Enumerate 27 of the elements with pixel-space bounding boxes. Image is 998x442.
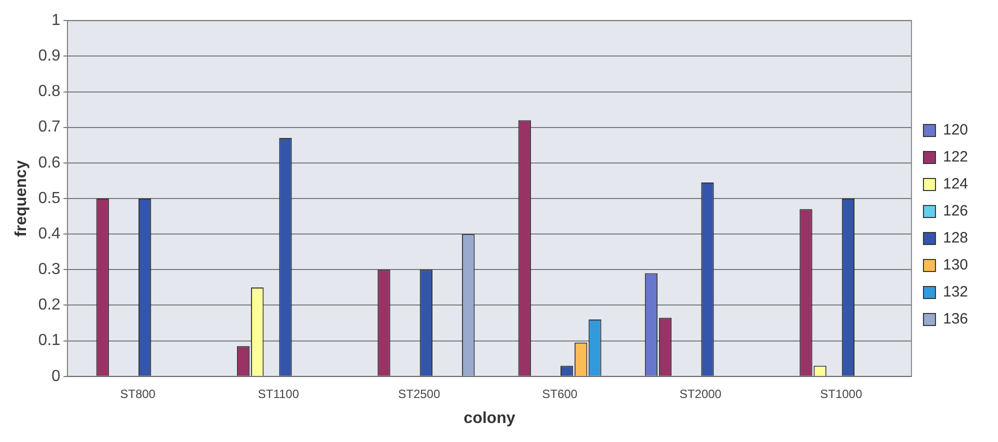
- x-tick-label: ST800: [120, 386, 156, 401]
- y-axis-title: frequency: [13, 160, 30, 237]
- legend-label: 128: [942, 230, 968, 247]
- legend-label: 130: [942, 256, 968, 274]
- y-tick-label: 0.2: [38, 296, 61, 314]
- x-tick-label: ST600: [542, 386, 578, 401]
- y-tick-label: 0: [52, 368, 61, 385]
- legend-label: 122: [942, 148, 968, 166]
- x-tick-label: ST1000: [820, 386, 862, 401]
- y-tick-label: 0.5: [38, 190, 61, 207]
- y-tick-label: 0.9: [38, 48, 61, 65]
- legend-label: 120: [942, 122, 968, 139]
- y-tick-label: 0.8: [38, 83, 61, 100]
- legend-label: 136: [942, 310, 968, 328]
- legend-label: 126: [942, 202, 968, 220]
- y-tick-label: 0.3: [38, 261, 61, 278]
- x-tick-label: ST1100: [258, 386, 300, 401]
- y-tick-label: 1: [52, 12, 61, 30]
- legend-label: 124: [942, 176, 968, 193]
- legend-label: 132: [942, 284, 968, 301]
- y-tick-label: 0.4: [38, 225, 61, 242]
- y-tick-label: 0.7: [38, 118, 61, 136]
- x-tick-label: ST2500: [398, 386, 440, 401]
- x-tick-label: ST2000: [679, 386, 722, 401]
- y-tick-label: 0.1: [38, 332, 61, 350]
- x-axis-title: colony: [464, 410, 516, 427]
- y-tick-label: 0.6: [38, 154, 61, 172]
